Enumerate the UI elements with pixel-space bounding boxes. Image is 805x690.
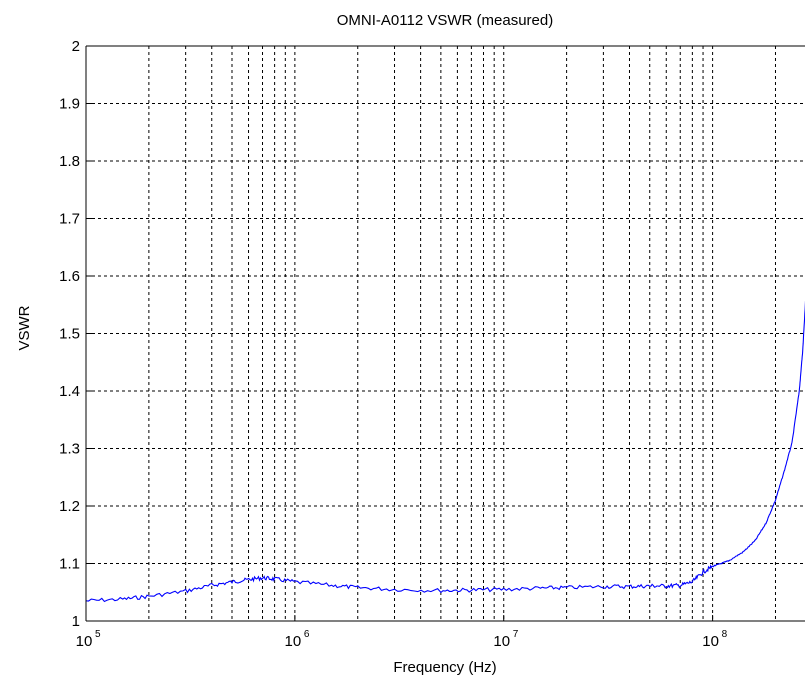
y-axis-label: VSWR [16, 305, 33, 350]
y-tick-label: 1.2 [59, 498, 80, 515]
y-tick-label: 2 [72, 38, 80, 55]
y-tick-labels: 1 1.1 1.2 1.3 1.4 1.5 1.6 1.7 1.8 1.9 2 [59, 38, 80, 630]
chart-title: OMNI-A0112 VSWR (measured) [337, 12, 553, 29]
y-tick-label: 1.6 [59, 268, 80, 285]
x-tick-exponent: 8 [722, 629, 728, 640]
x-tick-label: 10 [702, 633, 719, 650]
x-tick-exponent: 7 [513, 629, 519, 640]
x-tick-exponent: 6 [304, 629, 310, 640]
vswr-series-line [85, 300, 805, 603]
y-tick-label: 1 [72, 613, 80, 630]
x-tick-label: 10 [285, 633, 302, 650]
y-tick-label: 1.8 [59, 153, 80, 170]
x-axis-label: Frequency (Hz) [393, 659, 496, 676]
x-tick-label: 10 [76, 633, 93, 650]
y-tick-label: 1.1 [59, 556, 80, 573]
x-tick-labels: 10 5 10 6 10 7 10 8 [76, 629, 728, 650]
y-tick-label: 1.5 [59, 326, 80, 343]
y-tick-label: 1.3 [59, 441, 80, 458]
grid-lines [85, 45, 805, 622]
y-tick-label: 1.7 [59, 211, 80, 228]
y-tick-label: 1.9 [59, 96, 80, 113]
x-tick-exponent: 5 [95, 629, 101, 640]
y-tick-label: 1.4 [59, 383, 80, 400]
x-tick-label: 10 [493, 633, 510, 650]
